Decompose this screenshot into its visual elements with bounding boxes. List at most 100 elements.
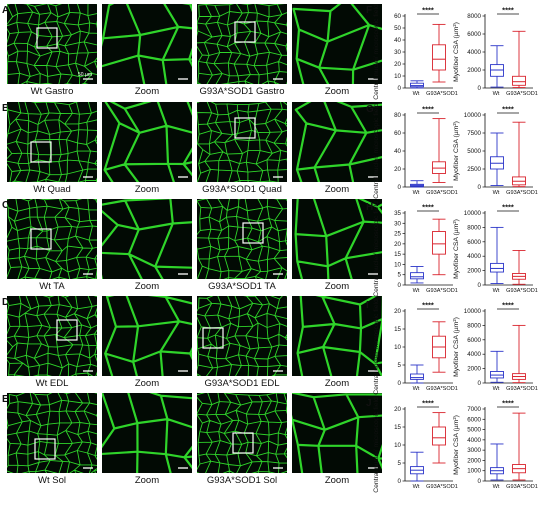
y-tick-label: 2000 <box>467 457 481 464</box>
y-tick-label: 60 <box>394 13 401 20</box>
scale-bar-label: 50 µm <box>78 72 92 78</box>
tile-background <box>197 4 287 84</box>
sod1-box <box>512 30 526 89</box>
category-label-sod1: G93A*SOD1 <box>426 288 458 294</box>
membrane-network <box>197 199 287 279</box>
y-tick-label: 10 <box>394 344 401 351</box>
membrane-network <box>102 393 192 473</box>
y-tick-label: 80 <box>394 112 401 119</box>
category-label-sod1: G93A*SOD1 <box>426 484 458 490</box>
significance-stars: **** <box>502 399 514 408</box>
boxplot-grid: F Central nuclei/ microscopic field 010203… <box>366 4 538 493</box>
membrane-network <box>7 4 97 84</box>
category-label-wt: Wt <box>413 484 420 490</box>
y-tick-label: 3000 <box>467 447 481 454</box>
membrane-network <box>292 4 382 84</box>
image-caption: G93A*SOD1 EDL <box>205 378 280 389</box>
boxplot-panel-j-csa: Myofiber CSA (µm²) 0 1000 2000 3000 4000 5000 6… <box>453 399 538 491</box>
fiber-membranes <box>7 4 97 84</box>
category-label-wt: Wt <box>413 91 420 97</box>
fiber-membranes <box>102 199 192 279</box>
y-tick-label: 5 <box>398 272 402 279</box>
tile-background <box>102 4 192 84</box>
image-caption: Zoom <box>135 86 159 97</box>
tile-background <box>102 199 192 279</box>
panel-label: H <box>366 202 373 213</box>
y-tick-label: 0 <box>478 282 482 289</box>
y-tick-label: 8000 <box>467 224 481 231</box>
micrograph-row-d: D Wt EDL Zoom G93A*SOD1 EDL Zoom <box>2 296 382 389</box>
significance-stars: **** <box>502 105 514 114</box>
y-axis-label: Myofiber CSA (µm²) <box>453 121 460 181</box>
boxplot-panel-h-nuclei: H Central nuclei/ microscopic field 0 5 10 15… <box>366 201 458 297</box>
sod1-overview-image: G93A*SOD1 TA <box>197 199 287 292</box>
y-tick-label: 2000 <box>467 67 481 74</box>
y-tick-label: 5 <box>398 362 402 369</box>
y-tick-label: 4000 <box>467 253 481 260</box>
y-tick-label: 10 <box>394 261 401 268</box>
fiber-membranes <box>296 296 382 376</box>
boxplot-panel-i-nuclei: I Central nuclei/ microscopic field 0 5 10 15… <box>366 299 458 395</box>
fiber-membranes <box>292 4 382 84</box>
fiber-membranes <box>102 393 192 473</box>
sod1-overview-image: G93A*SOD1 EDL <box>197 296 287 389</box>
image-caption: G93A*SOD1 Quad <box>202 184 282 195</box>
wt-box <box>490 350 504 383</box>
y-tick-label: 20 <box>394 166 401 173</box>
boxplot-panel-g-nuclei: G Central nuclei/ microscopic field 0 20 40 6… <box>366 103 458 199</box>
wt-zoom-image: Zoom <box>102 4 192 97</box>
wt-zoom-image: Zoom <box>102 393 192 486</box>
iqr-box <box>410 272 424 280</box>
category-label-sod1: G93A*SOD1 <box>506 484 538 490</box>
y-tick-label: 5000 <box>467 148 481 155</box>
image-caption: G93A*SOD1 Sol <box>207 475 277 486</box>
y-tick-label: 40 <box>394 148 401 155</box>
micrograph-row-a: A 50 µm Wt Gastro Zoom G93A*SOD1 Gastro Zoom <box>2 4 382 97</box>
y-axis-label: Myofiber CSA (µm²) <box>453 22 460 82</box>
iqr-box <box>410 82 424 88</box>
fiber-membranes <box>197 199 287 279</box>
iqr-box <box>432 426 446 446</box>
iqr-box <box>432 231 446 255</box>
image-caption: Zoom <box>325 86 349 97</box>
significance-stars: **** <box>502 6 514 15</box>
y-tick-label: 0 <box>398 85 402 92</box>
wt-box <box>410 364 424 384</box>
tile-background <box>292 393 382 473</box>
membrane-network <box>104 296 192 376</box>
category-label-sod1: G93A*SOD1 <box>426 190 458 196</box>
iqr-box <box>512 75 526 86</box>
y-tick-label: 20 <box>394 308 401 315</box>
wt-box <box>410 180 424 188</box>
sod1-box <box>512 412 526 481</box>
y-tick-label: 4000 <box>467 49 481 56</box>
membrane-network <box>197 102 287 182</box>
significance-stars: **** <box>422 399 434 408</box>
wt-box <box>490 132 504 187</box>
sod1-box <box>512 324 526 384</box>
wt-box <box>410 80 424 89</box>
panel-label: A <box>2 5 9 16</box>
y-tick-label: 0 <box>478 478 482 485</box>
zoom-region-box <box>34 438 56 460</box>
zoom-region-box <box>234 117 256 139</box>
y-axis-label: Central nuclei/ microscopic field <box>373 299 380 395</box>
tile-background <box>292 199 382 279</box>
y-axis-label: Central nuclei/ microscopic field <box>373 103 380 199</box>
y-tick-label: 35 <box>394 210 401 217</box>
membrane-network <box>7 296 97 376</box>
significance-stars: **** <box>502 301 514 310</box>
sod1-zoom-image: Zoom <box>292 296 382 389</box>
y-tick-label: 4000 <box>467 437 481 444</box>
category-label-wt: Wt <box>413 288 420 294</box>
wt-zoom-image: Zoom <box>102 102 192 195</box>
y-tick-label: 4000 <box>467 351 481 358</box>
tile-background <box>102 393 192 473</box>
fiber-membranes <box>104 296 192 376</box>
y-tick-label: 7000 <box>467 406 481 413</box>
category-label-sod1: G93A*SOD1 <box>506 288 538 294</box>
y-tick-label: 2000 <box>467 366 481 373</box>
wt-overview-image: Wt Sol <box>7 393 97 486</box>
